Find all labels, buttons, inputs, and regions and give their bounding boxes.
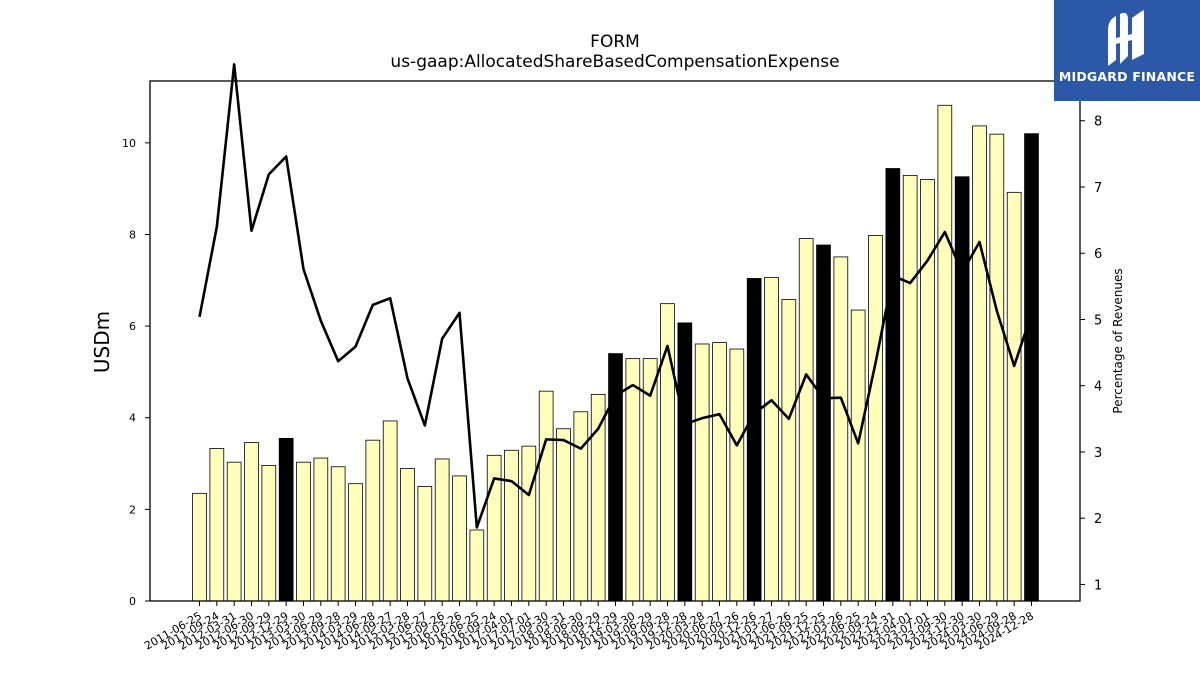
y2-tick-label: 5 — [1094, 313, 1102, 328]
brand-logo: MIDGARD FINANCE — [1054, 0, 1200, 101]
bar — [677, 322, 693, 602]
bar — [608, 353, 623, 602]
y2-tick-label: 1 — [1094, 578, 1102, 593]
bar — [434, 458, 450, 602]
chart-subtitle: us-gaap:AllocatedShareBasedCompensationE… — [390, 52, 840, 72]
bar — [278, 437, 294, 602]
bar — [746, 278, 762, 602]
y2-tick-label: 2 — [1094, 512, 1102, 527]
y-tick-label: 2 — [129, 503, 136, 516]
bar — [504, 449, 519, 602]
bar — [937, 104, 953, 602]
bar — [330, 466, 346, 602]
bar — [313, 457, 329, 602]
bar — [1006, 191, 1022, 602]
y-tick-label: 6 — [129, 320, 136, 333]
bar — [348, 483, 363, 602]
bar — [400, 468, 415, 602]
y2-axis-label: Percentage of Revenues — [1111, 268, 1125, 413]
bar — [382, 420, 398, 602]
bar — [972, 125, 987, 602]
line-layer — [198, 63, 1033, 529]
bar — [556, 428, 571, 602]
bar — [296, 461, 311, 602]
chart-title: FORM — [590, 32, 640, 52]
y-tick-label: 8 — [129, 228, 136, 241]
logo-text: MIDGARD FINANCE — [1058, 69, 1196, 84]
bar — [816, 244, 831, 602]
bar — [729, 348, 745, 602]
bar — [521, 445, 537, 602]
bar — [694, 343, 710, 602]
bar — [920, 179, 935, 602]
bar — [764, 277, 779, 602]
bar — [226, 461, 242, 602]
bar — [781, 299, 797, 602]
bar — [365, 439, 381, 602]
bar — [244, 442, 259, 602]
y2-tick-label: 3 — [1094, 446, 1102, 461]
logo-mark-icon — [1108, 10, 1144, 66]
bar — [712, 342, 727, 602]
bar — [538, 390, 554, 602]
y-tick-label: 10 — [122, 137, 136, 150]
bar — [902, 174, 918, 602]
axes-layer: 0246810123456782011-06-252011-09-242012-… — [122, 80, 1102, 653]
bar — [868, 234, 883, 602]
bar — [192, 492, 207, 602]
y-axis-label: USDm — [90, 311, 114, 373]
y-tick-label: 0 — [129, 595, 136, 608]
bar — [469, 529, 485, 602]
bar — [1024, 133, 1039, 602]
y2-tick-label: 8 — [1094, 115, 1102, 130]
bar — [989, 133, 1005, 602]
bar — [798, 238, 814, 602]
y2-tick-label: 6 — [1094, 247, 1102, 262]
bar — [954, 176, 970, 602]
bar — [417, 486, 433, 602]
bar — [209, 448, 225, 602]
y2-tick-label: 7 — [1094, 181, 1102, 196]
y2-tick-label: 4 — [1094, 380, 1102, 395]
bars-layer — [192, 104, 1039, 602]
bar — [452, 475, 467, 602]
bar — [625, 358, 641, 602]
bar — [573, 411, 589, 602]
bar — [833, 256, 849, 602]
bar — [261, 464, 277, 602]
bar — [885, 168, 901, 602]
series-line — [198, 63, 1033, 529]
bar — [850, 309, 866, 602]
bar — [590, 393, 606, 602]
y-tick-label: 4 — [129, 412, 136, 425]
